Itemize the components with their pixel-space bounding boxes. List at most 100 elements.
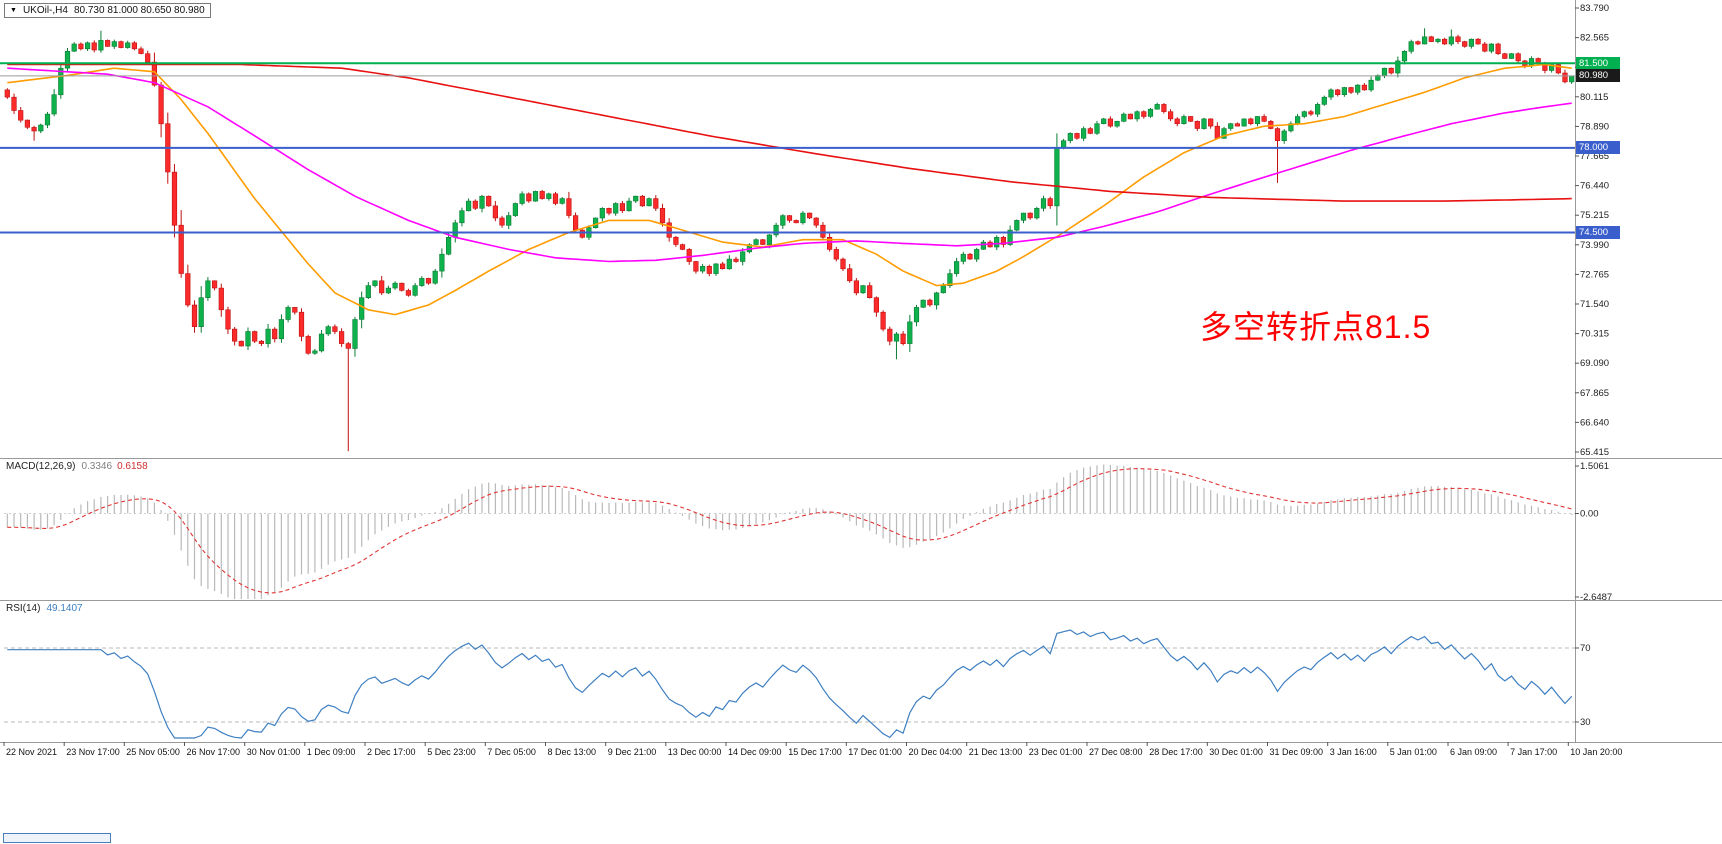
candle-down [1027,212,1033,219]
ma-medium-magenta [7,67,1572,263]
candle-up [1381,67,1388,76]
candle-up [459,210,465,224]
candle-down [1188,116,1194,122]
candle-up [920,299,926,308]
candle-up [479,195,485,209]
candle-down [1047,198,1053,207]
ma-slow-red [7,63,1572,202]
candle-down [867,285,873,299]
candle-up [71,43,77,52]
time-axis-label: 20 Dec 04:00 [909,747,963,757]
candle-down [405,290,412,296]
candle-up [51,94,57,115]
minimized-window-bar[interactable] [3,833,111,843]
candle-down [820,224,826,238]
candle-down [138,48,144,54]
candle-down [18,110,24,121]
annotation-text: 多空转折点81.5 [1200,309,1432,345]
candle-down [693,261,699,272]
time-axis-label: 5 Jan 01:00 [1390,747,1437,757]
time-axis-label: 7 Jan 17:00 [1510,747,1557,757]
price-level-badge: 78.000 [1576,141,1620,155]
candle-up [974,249,980,260]
candle-up [1395,60,1401,74]
candle-down [379,280,385,294]
macd-name: MACD(12,26,9) [6,461,76,472]
candle-up [125,42,131,48]
candle-up [1468,38,1474,47]
rsi-axis-label: 70 [1580,643,1591,654]
time-axis-label: 22 Nov 2021 [6,747,57,757]
candle-up [893,333,900,342]
candle-up [285,307,291,320]
candle-up [312,350,318,354]
time-axis-label: 31 Dec 09:00 [1270,747,1324,757]
candle-up [1054,147,1060,207]
candle-down [1415,41,1421,45]
candle-up [994,237,1000,248]
candle-down [1168,111,1174,120]
candle-up [646,198,652,207]
candle-up [1154,104,1160,110]
candle-down [1502,53,1508,59]
candle-down [719,263,726,269]
candle-up [1040,198,1047,209]
candle-up [907,321,913,344]
candle-up [1147,108,1154,117]
candle-up [1528,58,1535,66]
candle-up [372,280,378,286]
macd-signal-value: 0.6158 [117,461,148,472]
candle-up [1321,96,1327,105]
candle-up [44,113,51,126]
candle-up [432,270,438,284]
candle-down [1335,89,1341,96]
chart-header: ▼ UKOil-,H4 80.730 81.000 80.650 80.980 [4,3,211,18]
candle-down [1174,118,1180,125]
price-axis-label: 77.665 [1580,151,1609,162]
candle-down [1234,123,1240,127]
candle-down [185,273,191,306]
candle-up [633,195,639,202]
candle-down [1515,53,1521,62]
candle-down [853,280,859,294]
candle-up [1549,64,1555,71]
candle-down [927,299,933,306]
macd-main-value: 0.3346 [81,461,113,472]
candle-down [238,340,244,347]
candle-up [465,200,472,212]
chevron-down-icon[interactable]: ▼ [10,6,17,14]
time-axis-label: 27 Dec 08:00 [1089,747,1143,757]
candle-up [953,261,960,274]
candle-down [1274,128,1281,142]
symbol-timeframe-label: UKOil-,H4 [22,5,68,16]
candle-up [439,253,445,272]
time-axis-label: 26 Nov 17:00 [187,747,241,757]
candle-down [606,208,612,214]
candle-up [726,258,732,270]
macd-indicator-label: MACD(12,26,9) 0.3346 0.6158 [6,461,148,472]
candle-up [512,203,518,216]
time-axis-label: 14 Dec 09:00 [728,747,782,757]
candle-up [980,241,986,250]
candle-up [1508,53,1515,59]
candle-up [1295,116,1301,124]
candle-down [733,258,739,262]
candle-up [913,307,920,323]
candle-down [566,198,572,216]
candle-up [1435,38,1441,42]
candle-down [840,258,846,270]
candle-up [592,217,599,228]
candle-up [713,263,719,274]
candle-down [305,336,311,354]
time-axis-label: 23 Nov 17:00 [66,747,120,757]
candle-up [699,265,706,272]
candle-down [252,331,258,342]
candle-up [1034,208,1040,219]
candle-up [1081,128,1087,139]
candle-up [800,212,806,224]
candle-down [499,217,505,226]
candle-down [258,340,265,344]
time-axis-label: 8 Dec 13:00 [548,747,597,757]
candle-down [78,43,84,50]
